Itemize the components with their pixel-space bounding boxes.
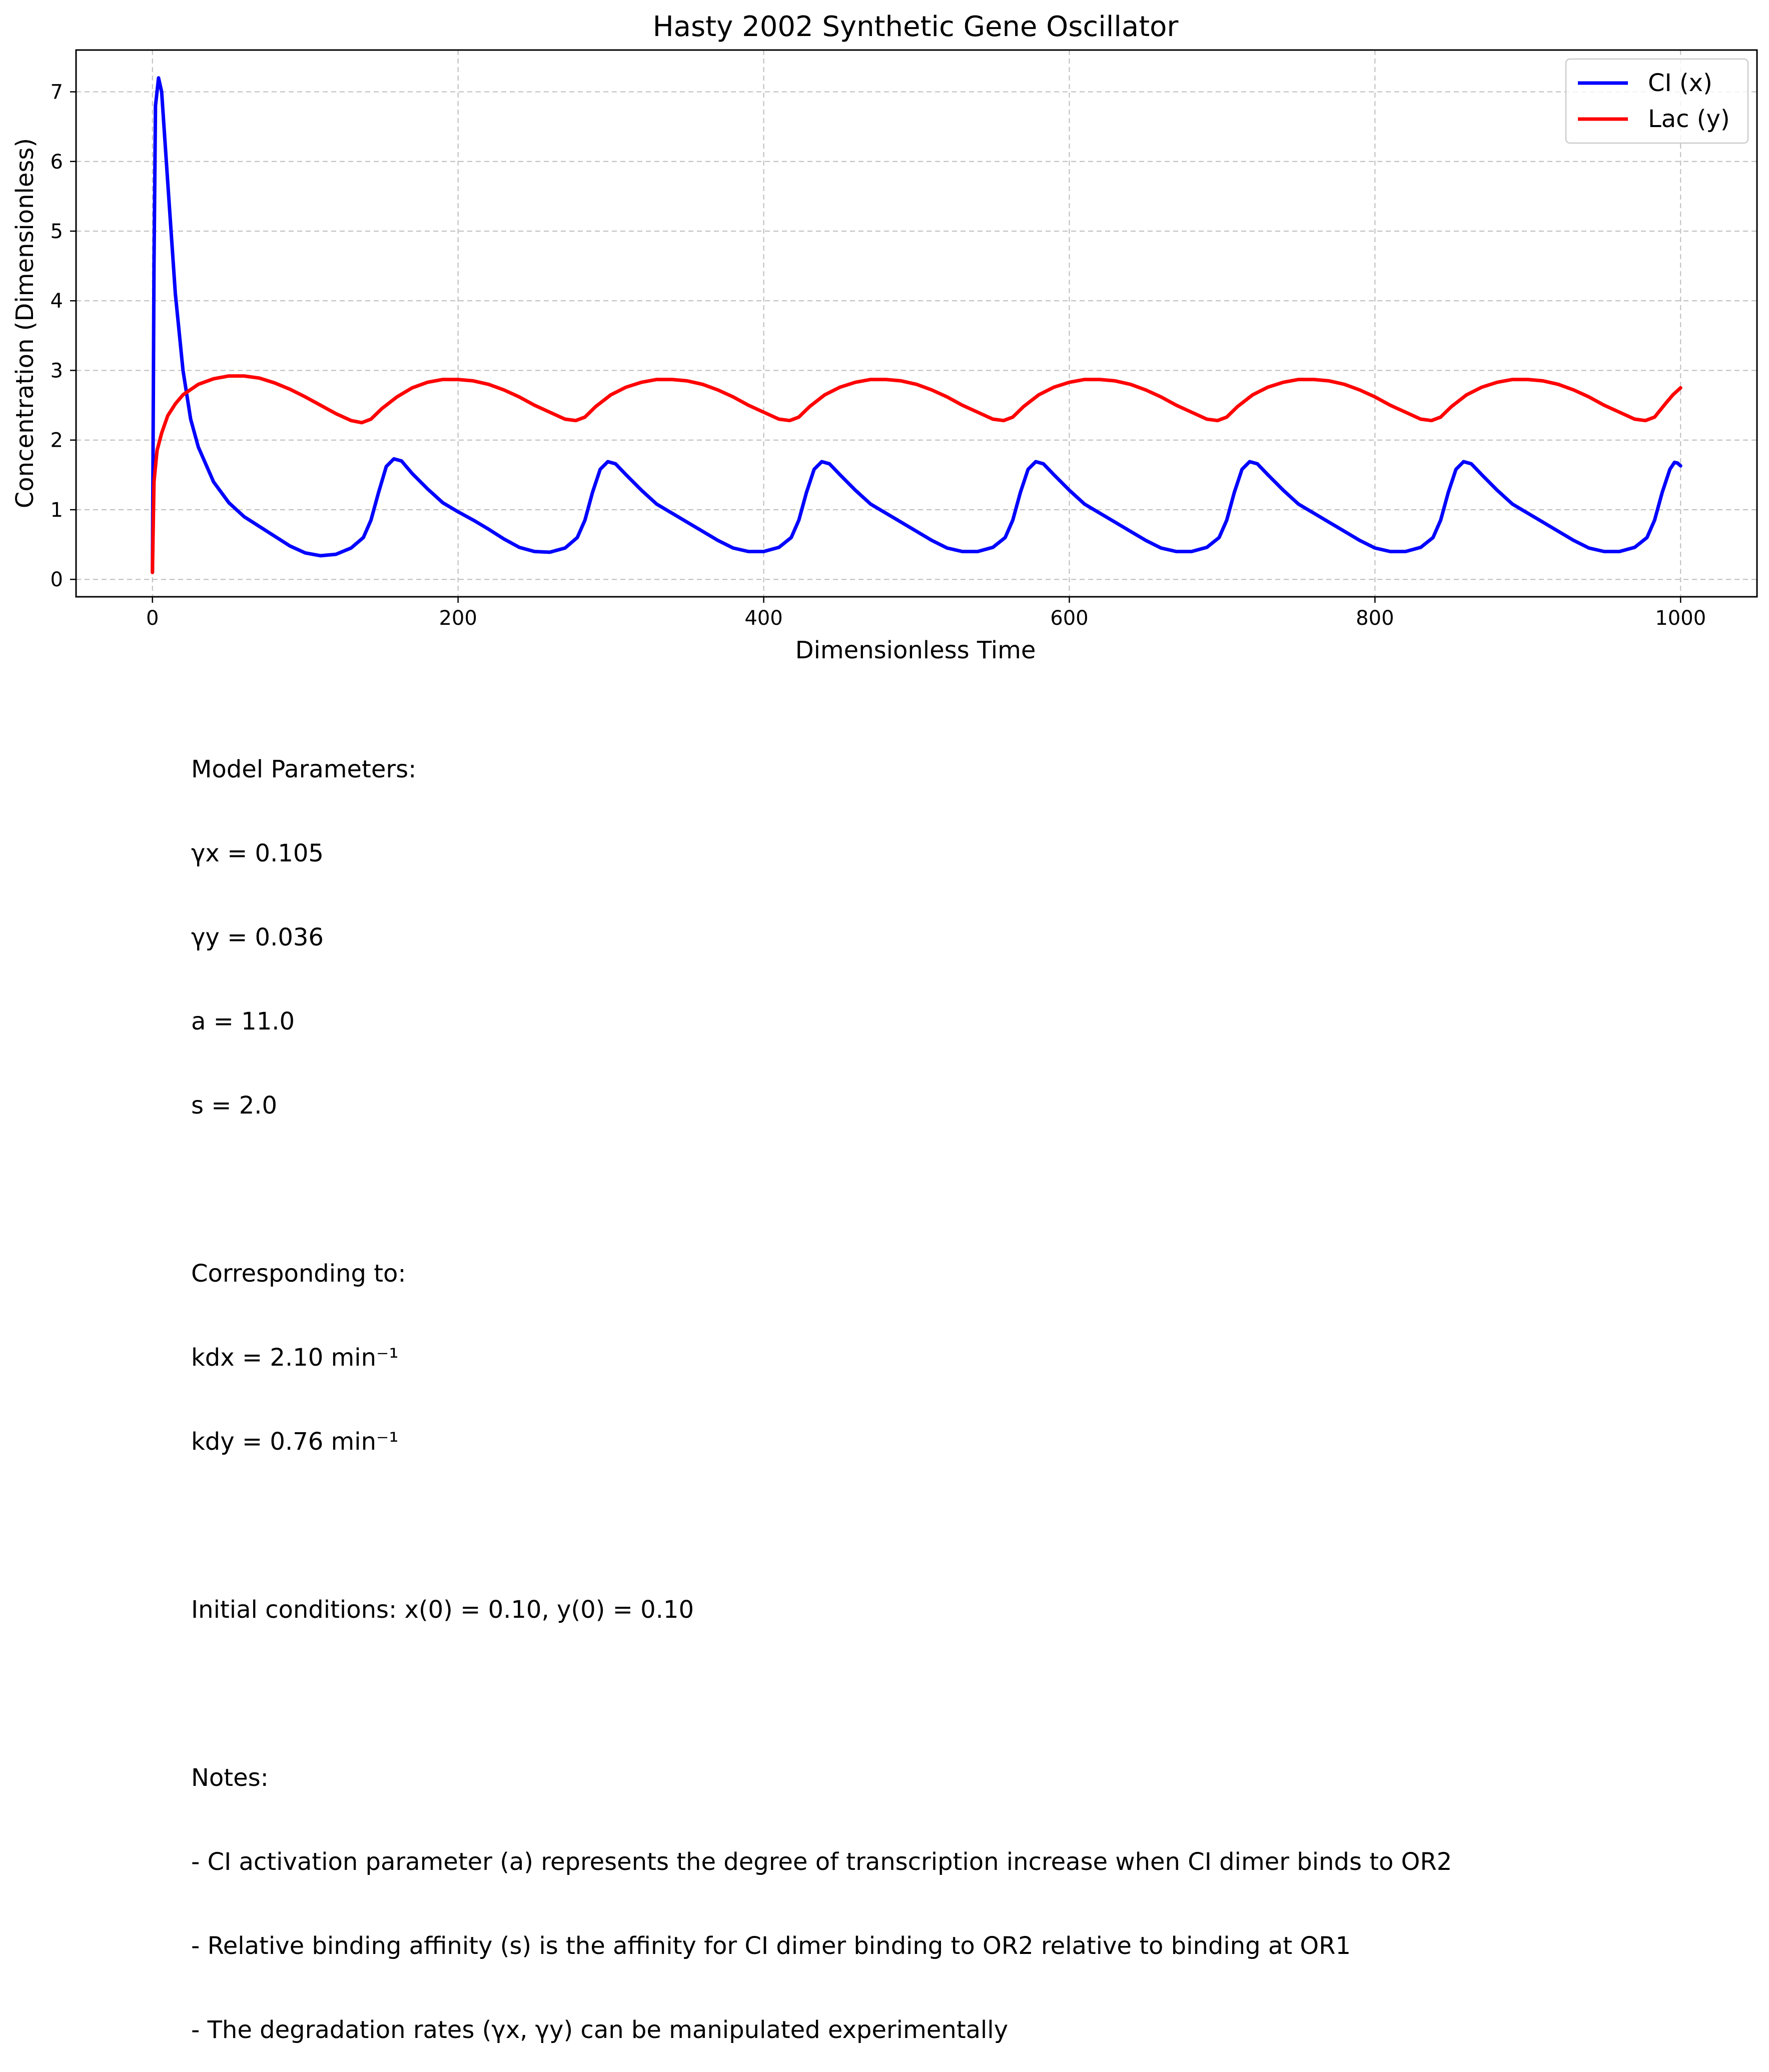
legend-label-ci: CI (x) [1648, 69, 1712, 97]
plot-frame [75, 49, 1758, 598]
notes-line: kdy = 0.76 min⁻¹ [191, 1428, 399, 1456]
y-tick-label: 6 [51, 151, 63, 174]
notes-line: Notes: [191, 1764, 269, 1792]
series-line-lac [151, 374, 1682, 574]
series-line-ci [151, 76, 1682, 574]
y-tick-label: 4 [51, 290, 63, 313]
notes-line [191, 1176, 1692, 1204]
notes-line: γy = 0.036 [191, 923, 324, 951]
notes-line: Corresponding to: [191, 1260, 406, 1288]
notes-line: - Relative binding affinity (s) is the a… [191, 1932, 1351, 1960]
y-tick-label: 5 [51, 220, 63, 243]
y-tick-label: 3 [51, 359, 63, 382]
legend-label-lac: Lac (y) [1648, 105, 1730, 133]
chart-title: Hasty 2002 Synthetic Gene Oscillator [653, 11, 1179, 43]
grid-lines [76, 50, 1757, 597]
notes-line: - CI activation parameter (a) represents… [191, 1848, 1452, 1876]
x-tick-label: 1000 [1655, 607, 1706, 630]
x-tick-label: 800 [1356, 607, 1394, 630]
model-notes: Model Parameters: γx = 0.105 γy = 0.036 … [191, 699, 1692, 2072]
x-tick-label: 600 [1050, 607, 1088, 630]
y-tick-label: 2 [51, 429, 63, 452]
axis-ticks: 0 200 400 600 800 1000 0 1 2 3 4 5 6 7 [51, 81, 1706, 630]
notes-line: γx = 0.105 [191, 839, 324, 867]
legend: CI (x) Lac (y) [1565, 58, 1749, 144]
notes-line: s = 2.0 [191, 1092, 278, 1120]
data-series [151, 76, 1682, 574]
notes-line: a = 11.0 [191, 1007, 295, 1035]
notes-line: Initial conditions: x(0) = 0.10, y(0) = … [191, 1596, 694, 1624]
notes-line: kdx = 2.10 min⁻¹ [191, 1344, 399, 1372]
y-tick-label: 1 [51, 499, 63, 522]
y-tick-label: 0 [51, 568, 63, 591]
notes-line: - The degradation rates (γx, γy) can be … [191, 2016, 1009, 2044]
notes-line: Model Parameters: [191, 755, 417, 783]
x-tick-label: 400 [744, 607, 782, 630]
notes-line [191, 1680, 1692, 1708]
x-tick-label: 200 [439, 607, 477, 630]
y-tick-label: 7 [51, 81, 63, 104]
y-axis-label: Concentration (Dimensionless) [11, 138, 39, 508]
legend-box [1565, 58, 1749, 144]
oscillator-chart: Hasty 2002 Synthetic Gene Oscillator 0 20… [11, 11, 1758, 664]
x-axis-label: Dimensionless Time [795, 636, 1036, 664]
notes-line [191, 1512, 1692, 1540]
x-tick-label: 0 [146, 607, 159, 630]
